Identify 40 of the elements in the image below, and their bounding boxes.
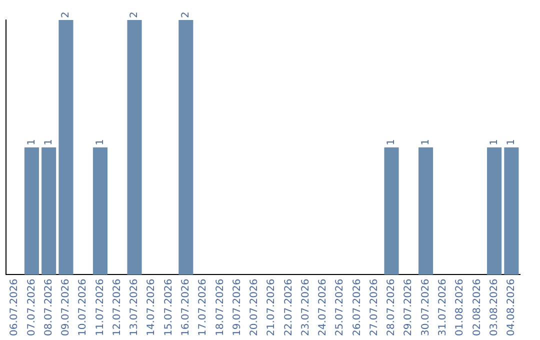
x-tick-label: 12.07.2026 [112,278,123,336]
data-label: 1 [43,138,54,146]
data-label: 2 [129,12,140,18]
data-label: 1 [386,138,398,146]
x-tick-label: 09.07.2026 [60,278,72,336]
x-tick-label: 22.07.2026 [283,278,294,336]
x-tick-label: 31.07.2026 [437,278,448,336]
data-label: 1 [488,138,500,146]
x-tick-label: 17.07.2026 [198,278,209,336]
x-tick-label: 15.07.2026 [163,278,174,336]
data-label: 2 [60,12,72,18]
x-tick-label: 08.07.2026 [43,278,54,336]
x-tick-label: 21.07.2026 [266,278,278,336]
x-tick-label: 01.08.2026 [454,278,466,336]
x-tick-label: 28.07.2026 [386,278,398,336]
data-label: 1 [94,138,106,146]
x-tick-label: 13.07.2026 [129,278,140,336]
x-tick-label: 20.07.2026 [249,278,260,336]
x-tick-label: 29.07.2026 [403,278,414,336]
x-tick-label: 23.07.2026 [300,278,312,336]
x-tick-label: 06.07.2026 [9,278,20,336]
x-tick-label: 26.07.2026 [352,278,363,336]
data-label: 1 [26,138,38,146]
x-tick-label: 07.07.2026 [26,278,38,336]
x-tick-label: 14.07.2026 [146,278,158,336]
x-tick-label: 02.08.2026 [472,278,483,336]
x-tick-label: 10.07.2026 [78,278,89,336]
x-tick-label: 18.07.2026 [214,278,226,336]
data-label: 1 [420,138,432,146]
x-tick-label: 16.07.2026 [180,278,192,336]
x-tick-label: 24.07.2026 [318,278,329,336]
x-tick-label: 03.08.2026 [488,278,500,336]
x-tick-label: 04.08.2026 [506,278,518,336]
x-tick-label: 25.07.2026 [334,278,346,336]
x-tick-label: 27.07.2026 [368,278,380,336]
x-tick-label: 11.07.2026 [94,278,106,336]
x-tick-label: 19.07.2026 [232,278,243,336]
data-label: 2 [180,12,192,18]
data-label: 1 [506,138,518,146]
x-tick-label: 30.07.2026 [420,278,432,336]
